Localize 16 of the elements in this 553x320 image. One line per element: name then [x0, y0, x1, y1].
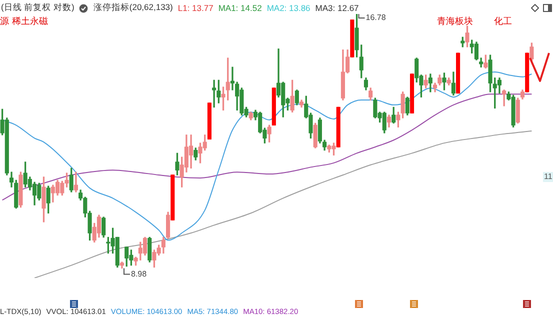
text: MA2: 13.86: [266, 3, 310, 13]
annotation: 稀土永磁: [12, 16, 48, 26]
text: 11: [543, 172, 553, 182]
candlestick: [502, 90, 506, 106]
annotation: 源: [0, 16, 9, 26]
text: 涨停指标(20,62,133): [93, 2, 173, 14]
annotation: 化工: [494, 16, 512, 26]
annotation: 16.78: [366, 13, 386, 22]
annotation: 青海板块: [437, 16, 473, 26]
text: MA3: 12.67: [315, 3, 359, 13]
text: 8.98: [130, 269, 148, 278]
text: L1: 13.77: [178, 3, 214, 13]
text: (日线 前复权 对数): [1, 2, 74, 14]
candlestick: [212, 80, 216, 108]
candlestick: [74, 172, 78, 192]
text: MA1: 14.52: [218, 3, 262, 13]
